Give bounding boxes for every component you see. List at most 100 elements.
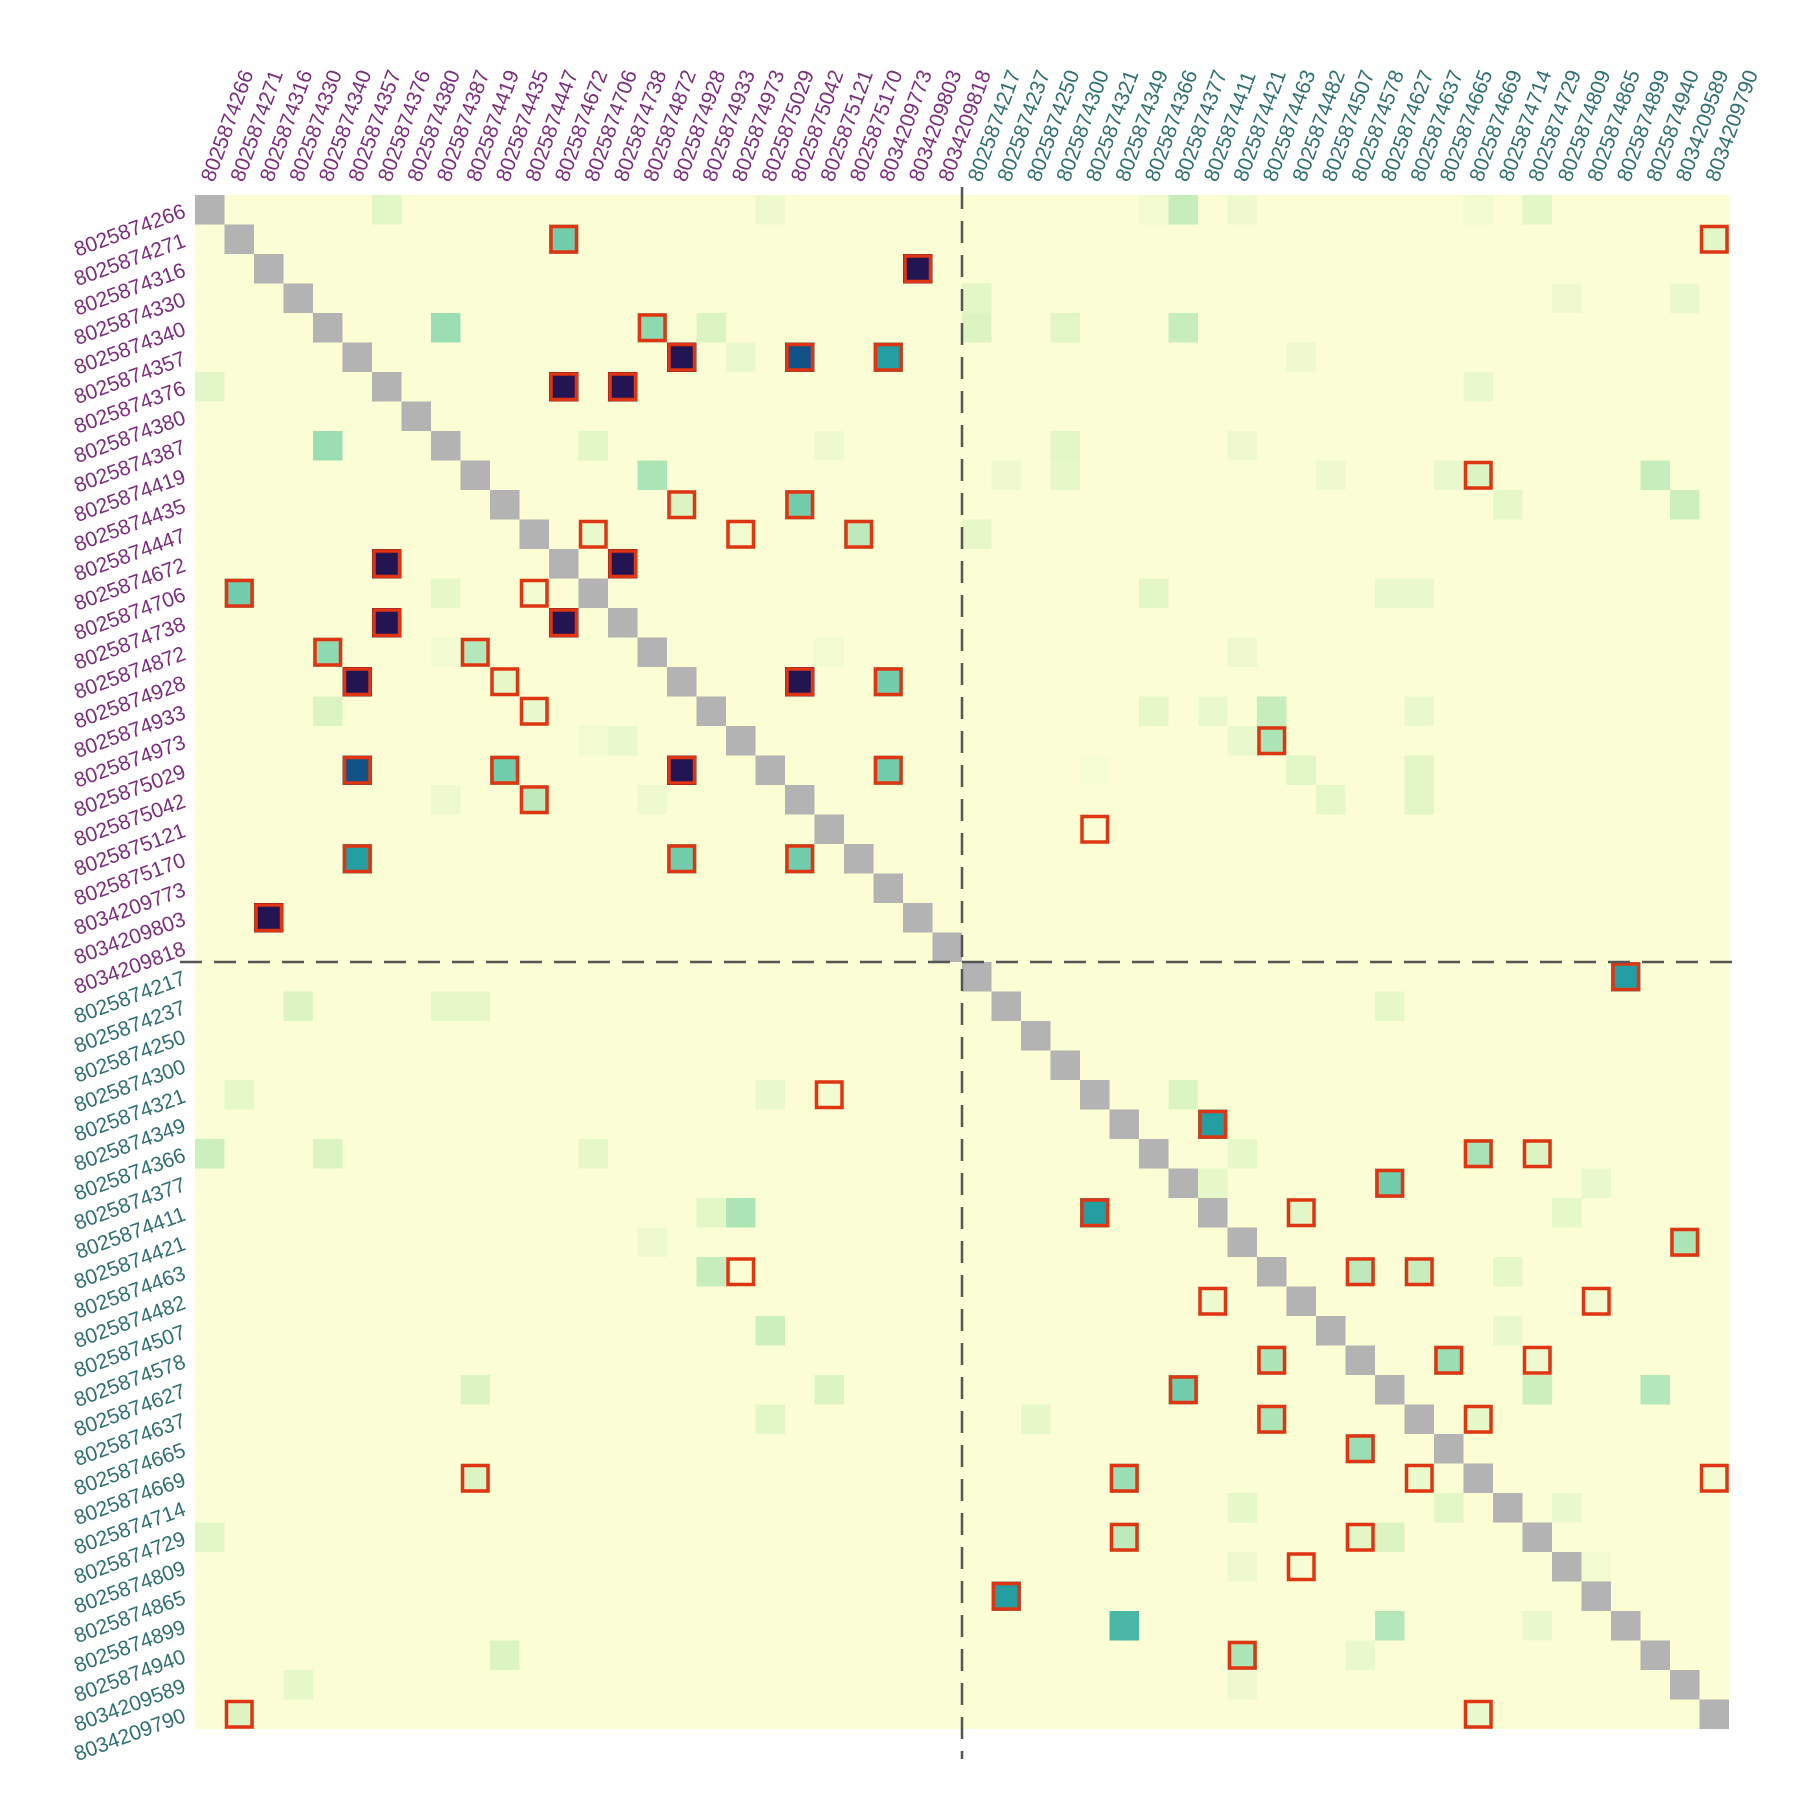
- highlight-box: [1463, 1139, 1493, 1169]
- highlight-box: [224, 1699, 254, 1729]
- diagonal-cell: [1434, 1434, 1464, 1464]
- highlight-box: [1670, 1227, 1700, 1257]
- heatmap-cell: [755, 1080, 785, 1110]
- heatmap-cell: [224, 578, 254, 608]
- heatmap-cell: [1109, 1463, 1139, 1493]
- diagonal-cell: [873, 873, 903, 903]
- heatmap-cell: [578, 726, 608, 756]
- heatmap-cell: [1670, 490, 1700, 520]
- heatmap-cell: [1345, 1434, 1375, 1464]
- heatmap-cell: [1463, 1404, 1493, 1434]
- diagonal-cells: [195, 195, 1729, 1729]
- highlight-box: [1286, 1552, 1316, 1582]
- highlight-box: [519, 578, 549, 608]
- heatmap-cell: [1404, 785, 1434, 815]
- highlight-box: [608, 372, 638, 402]
- heatmap-cell: [1139, 578, 1169, 608]
- diagonal-cell: [1404, 1404, 1434, 1434]
- heatmap-cell: [224, 1699, 254, 1729]
- heatmap-cell: [814, 1375, 844, 1405]
- diagonal-cell: [696, 696, 726, 726]
- diagonal-cell: [637, 637, 667, 667]
- highlight-box: [1227, 1640, 1257, 1670]
- heatmap-cell: [667, 844, 697, 874]
- heatmap-cell: [696, 1257, 726, 1287]
- heatmap-cell: [873, 342, 903, 372]
- highlight-box: [726, 519, 756, 549]
- heatmap-cell: [1227, 1670, 1257, 1700]
- heatmap-cell: [1640, 1375, 1670, 1405]
- diagonal-cell: [372, 372, 402, 402]
- diagonal-cell: [1522, 1522, 1552, 1552]
- highlight-box: [1375, 1168, 1405, 1198]
- highlight-box: [844, 519, 874, 549]
- heatmap-cell: [1699, 1463, 1729, 1493]
- heatmap-cell: [1611, 962, 1641, 992]
- heatmap-cell: [1375, 1522, 1405, 1552]
- heatmap-cell: [1463, 195, 1493, 225]
- heatmap-cell: [1257, 696, 1287, 726]
- heatmap-cell: [195, 372, 225, 402]
- heatmap-cell: [1522, 1611, 1552, 1641]
- highlight-box: [460, 637, 490, 667]
- heatmap-cell: [1227, 1139, 1257, 1169]
- diagonal-cell: [1198, 1198, 1228, 1228]
- heatmap-cell: [1227, 431, 1257, 461]
- heatmap-cell: [1198, 1286, 1228, 1316]
- diagonal-cell: [1021, 1021, 1051, 1051]
- heatmap-cell: [962, 519, 992, 549]
- heatmap-cell: [1375, 991, 1405, 1021]
- heatmap-cell: [1434, 1345, 1464, 1375]
- highlight-box: [1168, 1375, 1198, 1405]
- heatmap-cell: [1139, 195, 1169, 225]
- highlight-box: [1434, 1345, 1464, 1375]
- highlight-box: [460, 1463, 490, 1493]
- heatmap-cell: [814, 637, 844, 667]
- diagonal-cell: [313, 313, 343, 343]
- heatmap-cell: [667, 755, 697, 785]
- diagonal-cell: [1168, 1168, 1198, 1198]
- heatmap-cell: [1434, 460, 1464, 490]
- heatmap-cell: [1404, 755, 1434, 785]
- heatmap-cell: [1168, 1375, 1198, 1405]
- highlight-box: [549, 224, 579, 254]
- highlight-box: [1198, 1109, 1228, 1139]
- highlight-box: [1522, 1139, 1552, 1169]
- heatmap-cell: [1257, 1345, 1287, 1375]
- heatmap-cell: [1198, 696, 1228, 726]
- heatmap-cell: [1227, 1640, 1257, 1670]
- heatmap-cell: [1375, 1611, 1405, 1641]
- diagonal-cell: [1375, 1375, 1405, 1405]
- heatmap-cell: [1581, 1168, 1611, 1198]
- highlight-box: [342, 755, 372, 785]
- highlight-box: [1463, 1404, 1493, 1434]
- heatmap-cell: [549, 608, 579, 638]
- heatmap-cell: [696, 313, 726, 343]
- heatmap-cell: [608, 726, 638, 756]
- highlight-box: [1080, 1198, 1110, 1228]
- highlight-box: [1257, 1345, 1287, 1375]
- heatmap-cell: [814, 1080, 844, 1110]
- heatmap-cell: [1168, 313, 1198, 343]
- highlight-box: [667, 844, 697, 874]
- diagonal-cell: [1581, 1581, 1611, 1611]
- highlight-box: [608, 549, 638, 579]
- heatmap-cell: [726, 1198, 756, 1228]
- diagonal-cell: [755, 755, 785, 785]
- diagonal-cell: [224, 224, 254, 254]
- highlight-box: [785, 667, 815, 697]
- highlight-box: [372, 549, 402, 579]
- heatmap-cell: [1522, 1375, 1552, 1405]
- group-dividers: [180, 187, 1744, 1759]
- heatmap-cell: [313, 431, 343, 461]
- diagonal-cell: [1227, 1227, 1257, 1257]
- heatmap-cell: [1257, 1404, 1287, 1434]
- heatmap-cell: [1404, 1257, 1434, 1287]
- heatmap-cell: [608, 549, 638, 579]
- heatmap-cell: [1581, 1286, 1611, 1316]
- highlight-box: [1404, 1257, 1434, 1287]
- heatmap-cell: [519, 785, 549, 815]
- heatmap-cell: [1463, 1699, 1493, 1729]
- diagonal-cell: [1257, 1257, 1287, 1287]
